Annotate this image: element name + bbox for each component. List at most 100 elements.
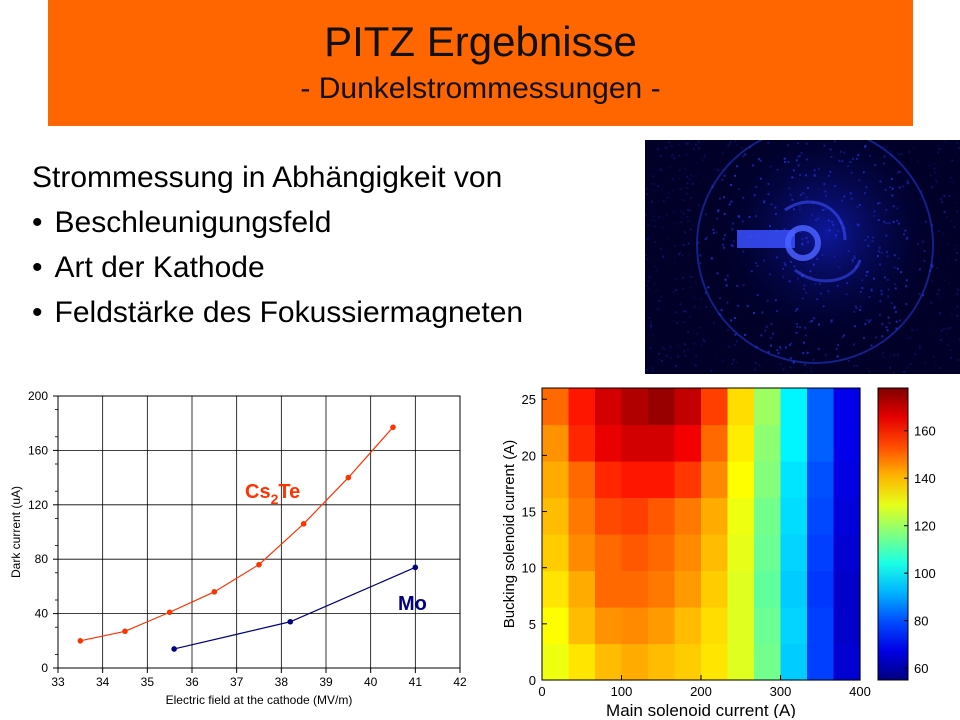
heatmap-cell <box>648 607 676 645</box>
heatmap-cell <box>754 424 782 462</box>
heatmap-cell <box>648 424 676 462</box>
heatmap-cell <box>542 388 570 426</box>
heatmap-cell <box>674 388 702 426</box>
heatmap-cell <box>780 643 808 681</box>
heatmap-cell <box>595 534 623 572</box>
heatmap-cell <box>780 461 808 499</box>
x-tick-label: 39 <box>319 675 333 689</box>
x-axis-label: Electric field at the cathode (MV/m) <box>166 693 353 707</box>
y-axis-label: Dark current (uA) <box>9 486 23 578</box>
colorbar-tick-label: 160 <box>914 424 936 439</box>
heatmap-cell <box>780 388 808 426</box>
heatmap-cell <box>674 607 702 645</box>
x-tick-label: 200 <box>690 684 712 699</box>
heatmap-cell <box>701 534 729 572</box>
heatmap-cell <box>701 497 729 535</box>
heatmap-cell <box>780 534 808 572</box>
heatmap-cell <box>648 643 676 681</box>
image-bright-spot <box>785 225 821 261</box>
heatmap-cell <box>727 607 755 645</box>
x-tick-label: 36 <box>185 675 199 689</box>
heatmap-cell <box>807 607 835 645</box>
data-point-cs2te <box>211 589 218 595</box>
heatmap-cell <box>568 534 596 572</box>
heatmap-cell <box>727 643 755 681</box>
colorbar <box>877 387 909 681</box>
heatmap-cell <box>833 534 861 572</box>
y-tick-label: 80 <box>35 552 49 566</box>
heatmap-cell <box>833 643 861 681</box>
heatmap-cell <box>595 497 623 535</box>
heatmap-cells <box>542 388 861 681</box>
heatmap-cell <box>621 534 649 572</box>
heatmap-cell <box>674 424 702 462</box>
data-point-mo <box>287 618 294 625</box>
heatmap-cell <box>542 424 570 462</box>
slide-title: PITZ Ergebnisse <box>324 18 637 65</box>
heatmap-cell <box>621 424 649 462</box>
data-point-cs2te <box>390 424 396 431</box>
y-tick-label: 120 <box>28 498 48 512</box>
title-banner: PITZ Ergebnisse - Dunkelstrommessungen - <box>48 0 913 126</box>
heatmap-cell <box>674 497 702 535</box>
x-tick-label: 33 <box>51 675 65 689</box>
heatmap-cell <box>807 461 835 499</box>
x-tick-label: 0 <box>538 684 545 699</box>
x-tick-label: 41 <box>409 675 423 689</box>
heatmap-cell <box>754 461 782 499</box>
colorbar-tick-label: 80 <box>914 614 928 629</box>
y-tick-label: 15 <box>522 505 536 520</box>
x-tick-label: 300 <box>770 684 792 699</box>
heatmap-cell <box>568 497 596 535</box>
intro-bullet-list: Beschleunigungsfeld Art der Kathode Feld… <box>32 200 524 335</box>
heatmap-cell <box>568 570 596 608</box>
heatmap-cell <box>701 643 729 681</box>
heatmap-cell <box>701 388 729 426</box>
heatmap-cell <box>621 497 649 535</box>
image-arc <box>784 200 847 241</box>
heatmap-cell <box>833 424 861 462</box>
heatmap-cell <box>621 461 649 499</box>
data-point-mo <box>171 646 177 652</box>
bullet-item: Feldstärke des Fokussiermagneten <box>32 290 524 335</box>
x-tick-label: 34 <box>96 675 110 689</box>
heatmap-cell <box>727 534 755 572</box>
heatmap-cell <box>595 424 623 462</box>
heatmap-cell <box>701 570 729 608</box>
heatmap-cell <box>542 497 570 535</box>
dark-current-image <box>645 140 960 374</box>
heatmap-cell <box>595 388 623 426</box>
heatmap-cell <box>568 643 596 681</box>
heatmap-cell <box>568 461 596 499</box>
heatmap-cell <box>727 497 755 535</box>
heatmap-cell <box>674 570 702 608</box>
y-tick-label: 5 <box>529 617 536 632</box>
slide-subtitle: - Dunkelstrommessungen - <box>300 72 661 105</box>
y-tick-label: 20 <box>522 448 536 463</box>
heatmap-cell <box>542 607 570 645</box>
bullet-item: Art der Kathode <box>32 245 523 290</box>
heatmap-cell <box>807 570 835 608</box>
heatmap-cell <box>727 388 755 426</box>
heatmap-cell <box>780 570 808 608</box>
heatmap-cell <box>621 607 649 645</box>
dark-current-line-chart: 33 34 35 36 37 38 39 40 41 42 0 40 80 120 160 200 Electr… <box>9 389 467 707</box>
x-tick-label: 37 <box>230 675 244 689</box>
x-tick-label: 35 <box>141 675 155 689</box>
heatmap-cell <box>754 388 782 426</box>
heatmap-cell <box>780 607 808 645</box>
heatmap-cell <box>674 461 702 499</box>
heatmap-cell <box>807 643 835 681</box>
heatmap-cell <box>648 534 676 572</box>
data-point-cs2te <box>345 474 352 481</box>
heatmap-cell <box>595 643 623 681</box>
x-axis-label: Main solenoid current (A) <box>606 701 796 718</box>
data-point-cs2te <box>77 638 84 644</box>
data-point-cs2te <box>122 628 128 635</box>
solenoid-heatmap-chart: 0 100 200 300 400 0 5 10 15 20 25 Main solenoid cur… <box>501 387 936 718</box>
heatmap-cell <box>621 388 649 426</box>
plot-area <box>57 395 461 669</box>
heatmap-cell <box>754 643 782 681</box>
heatmap-cell <box>568 424 596 462</box>
heatmap-cell <box>701 424 729 462</box>
